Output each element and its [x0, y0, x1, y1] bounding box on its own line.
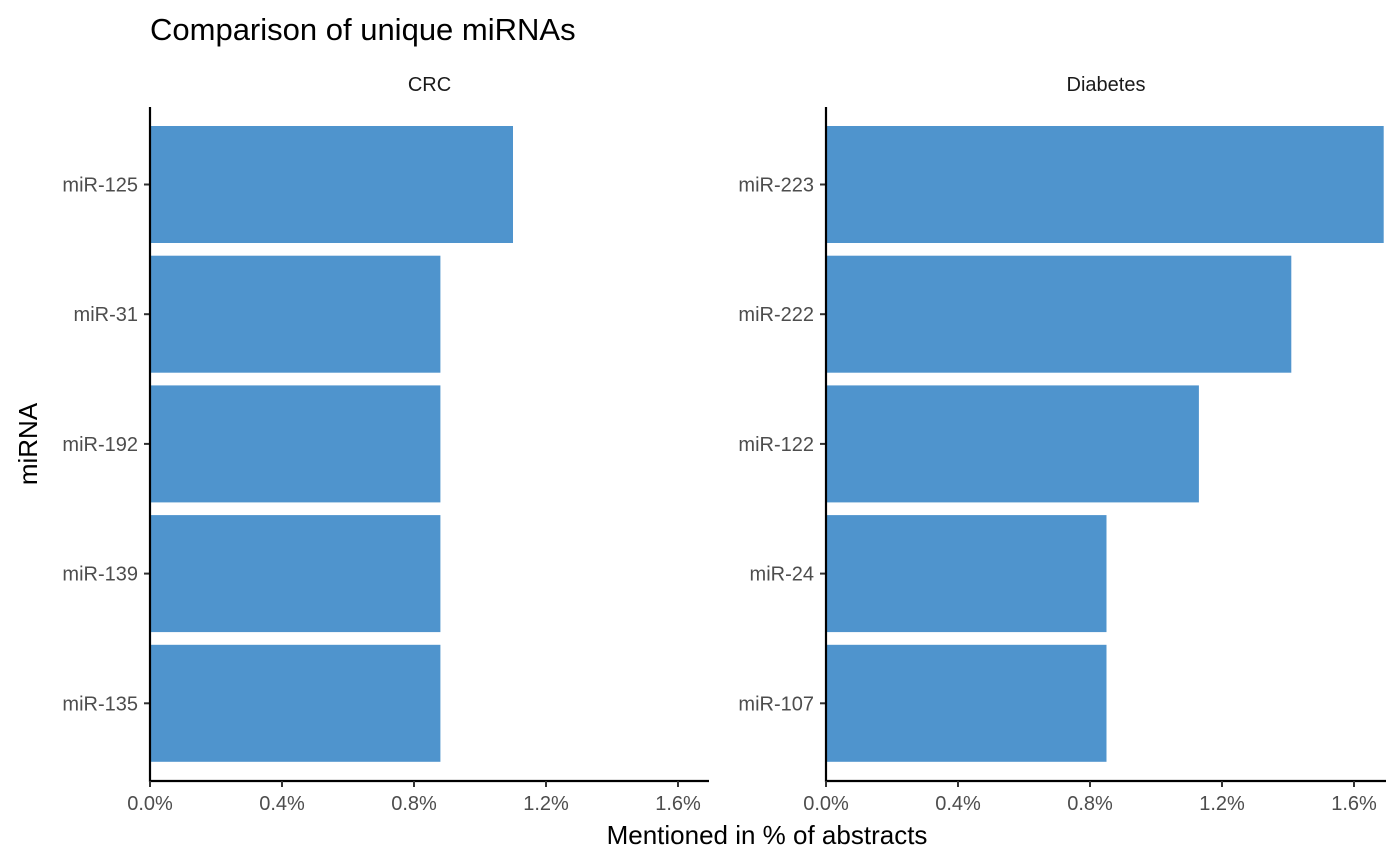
bar-mir-107 — [826, 644, 1107, 762]
bars — [150, 126, 513, 762]
y-tick-label: miR-24 — [750, 564, 814, 586]
bar-mir-122 — [826, 385, 1199, 503]
y-tick-label: miR-122 — [738, 434, 814, 456]
bars — [826, 126, 1384, 762]
bar-mir-139 — [150, 515, 441, 633]
y-tick-label: miR-125 — [62, 175, 138, 197]
x-tick-label: 1.6% — [655, 793, 701, 815]
x-tick-label: 1.2% — [523, 793, 569, 815]
facet-strip-label: Diabetes — [1067, 74, 1146, 96]
x-tick-label: 0.8% — [1067, 793, 1113, 815]
bar-mir-125 — [150, 126, 513, 243]
bar-mir-24 — [826, 515, 1107, 633]
chart-title: Comparison of unique miRNAs — [150, 12, 576, 47]
bar-mir-31 — [150, 255, 441, 373]
x-tick-label: 0.0% — [803, 793, 849, 815]
bar-mir-222 — [826, 255, 1292, 373]
x-tick-label: 1.2% — [1199, 793, 1245, 815]
bar-mir-223 — [826, 126, 1384, 243]
x-axis-title: Mentioned in % of abstracts — [607, 820, 928, 850]
x-tick-label: 0.0% — [127, 793, 173, 815]
x-tick-label: 1.6% — [1331, 793, 1377, 815]
bar-mir-192 — [150, 385, 441, 503]
x-tick-label: 0.4% — [259, 793, 305, 815]
bar-mir-135 — [150, 644, 441, 762]
y-tick-label: miR-139 — [62, 564, 138, 586]
facet-panel-crc: CRC miR-125 miR-31 miR-192 miR-139 miR-135 0.0… — [62, 74, 709, 815]
y-tick-label: miR-31 — [74, 304, 138, 326]
y-axis-title: miRNA — [13, 402, 43, 485]
y-tick-label: miR-223 — [738, 175, 814, 197]
facet-panel-diabetes: Diabetes miR-223 miR-222 miR-122 miR-24 miR-1… — [738, 74, 1386, 815]
y-tick-label: miR-192 — [62, 434, 138, 456]
facet-panels: CRC miR-125 miR-31 miR-192 miR-139 miR-135 0.0… — [62, 74, 1386, 815]
x-tick-label: 0.4% — [935, 793, 981, 815]
y-tick-label: miR-107 — [738, 693, 814, 715]
x-tick-label: 0.8% — [391, 793, 437, 815]
facet-strip-label: CRC — [408, 74, 451, 96]
y-tick-label: miR-135 — [62, 693, 138, 715]
y-tick-label: miR-222 — [738, 304, 814, 326]
